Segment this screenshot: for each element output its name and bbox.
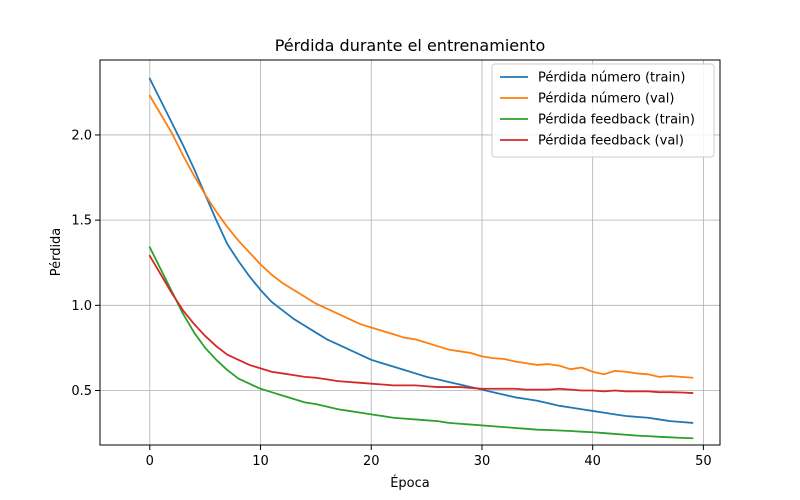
- series-line-2: [148, 94, 694, 379]
- x-tick-label: 0: [146, 454, 154, 469]
- series-line-4: [148, 254, 694, 394]
- x-tick-label: 10: [252, 454, 269, 469]
- axes-frame: [99, 59, 721, 446]
- y-axis-ticks: 0.5 1.0 1.5 2.0: [71, 128, 100, 399]
- x-tick-label: 30: [474, 454, 491, 469]
- chart-title: Pérdida durante el entrenamiento: [275, 36, 546, 55]
- series-line-3: [148, 246, 694, 440]
- legend-label-2: Pérdida número (val): [538, 92, 674, 107]
- x-tick-label: 50: [695, 454, 712, 469]
- legend-label-1: Pérdida número (train): [538, 71, 685, 86]
- legend-frame: [491, 63, 715, 158]
- legend-label-4: Pérdida feedback (val): [538, 134, 684, 149]
- y-tick-label: 2.0: [71, 128, 92, 143]
- series-lines: [148, 77, 694, 440]
- legend: Pérdida número (train) Pérdida número (va…: [491, 63, 715, 158]
- y-tick-label: 1.5: [71, 214, 92, 229]
- y-tick-label: 1.0: [71, 299, 92, 314]
- series-line-1: [148, 77, 694, 424]
- x-axis-ticks: 0 10 20 30 40 50: [146, 445, 712, 469]
- y-axis-label: Pérdida: [49, 228, 64, 277]
- legend-label-3: Pérdida feedback (train): [538, 113, 695, 128]
- x-tick-label: 40: [584, 454, 601, 469]
- x-axis-label: Época: [390, 475, 430, 491]
- x-tick-label: 20: [363, 454, 380, 469]
- y-tick-label: 0.5: [71, 384, 92, 399]
